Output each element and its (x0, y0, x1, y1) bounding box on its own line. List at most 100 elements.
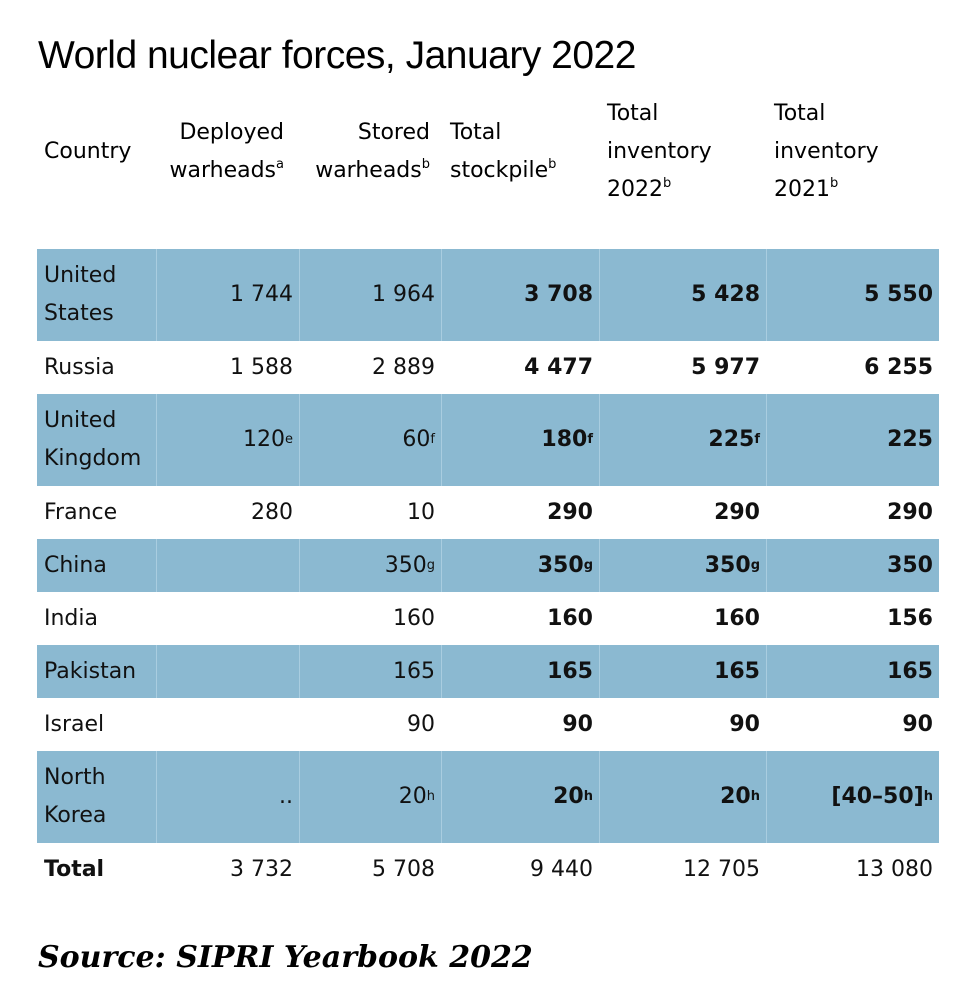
cell-value: 5 977 (691, 354, 760, 380)
value-cell: 90 (599, 698, 766, 751)
cell-value: 180 (541, 427, 588, 452)
cell-value: 90 (729, 711, 760, 737)
cell-value: 290 (887, 499, 933, 525)
cell-value: 160 (547, 605, 593, 631)
value-cell: 5 550 (766, 249, 939, 341)
value-cell: 350 g (299, 539, 441, 592)
value-cell: 165 (299, 645, 441, 698)
total-value: 9 440 (441, 843, 599, 896)
cell-value: 9 440 (530, 856, 593, 882)
cell-value: 5 550 (864, 282, 933, 307)
table-row: China 350 g 350 g 350 g 350 (37, 539, 939, 592)
value-cell: [40–50] h (766, 751, 939, 843)
source-note: Source: SIPRI Yearbook 2022 (38, 940, 533, 975)
cell-value: Pakistan (44, 658, 137, 684)
cell-value: 280 (251, 499, 293, 525)
country-cell: North Korea (37, 751, 156, 843)
value-cell: 20 h (599, 751, 766, 843)
cell-value: 350 (887, 552, 933, 578)
header-stored-warheads: Stored warheadsb (315, 114, 430, 190)
value-cell (156, 592, 299, 645)
footnote-marker: b (421, 157, 430, 172)
cell-value: 10 (407, 499, 435, 525)
table-row: United Kingdom 120 e 60 f 180 f 225 f 225 (37, 394, 939, 486)
value-cell: 5 428 (599, 249, 766, 341)
value-cell: 165 (766, 645, 939, 698)
total-value: 13 080 (766, 843, 939, 896)
source-label: Source (38, 940, 155, 975)
header-deployed-warheads: Deployed warheadsa (170, 114, 285, 190)
cell-value: 160 (714, 605, 760, 631)
value-cell: 350 g (599, 539, 766, 592)
footnote-marker: a (276, 157, 284, 172)
cell-value: North Korea (44, 765, 107, 828)
cell-value: 5 428 (691, 282, 760, 307)
value-cell: 90 (299, 698, 441, 751)
cell-value: 1 588 (230, 354, 293, 380)
country-cell: United Kingdom (37, 394, 156, 486)
value-cell: 350 (766, 539, 939, 592)
header-total-inventory-2022: Total inventory 2022b (607, 95, 712, 209)
table-row: Russia 1 588 2 889 4 477 5 977 6 255 (37, 341, 939, 394)
cell-value: 156 (887, 605, 933, 631)
value-cell: 165 (441, 645, 599, 698)
value-cell: 1 744 (156, 249, 299, 341)
country-cell: Russia (37, 341, 156, 394)
value-cell: 20 h (299, 751, 441, 843)
footnote-marker: b (830, 176, 839, 191)
cell-value: China (44, 552, 107, 578)
cell-value: 350 (537, 552, 584, 578)
total-label: Total (37, 843, 156, 896)
value-cell: 290 (441, 486, 599, 539)
total-value: 12 705 (599, 843, 766, 896)
header-line: Total (450, 120, 502, 145)
table-row: India 160 160 160 156 (37, 592, 939, 645)
value-cell: 5 977 (599, 341, 766, 394)
cell-value: 12 705 (683, 856, 760, 882)
country-cell: Israel (37, 698, 156, 751)
cell-value: 3 732 (230, 856, 293, 882)
value-cell: 165 (599, 645, 766, 698)
header-line: Total (607, 101, 659, 126)
value-cell: 90 (766, 698, 939, 751)
cell-value: 13 080 (856, 856, 933, 882)
cell-value: 165 (887, 658, 933, 684)
country-cell: United States (37, 249, 156, 341)
value-cell: 3 708 (441, 249, 599, 341)
header-line: stockpile (450, 158, 549, 183)
cell-value: 225 (887, 427, 933, 452)
cell-value: United States (44, 263, 117, 326)
cell-value: 3 708 (524, 282, 593, 307)
footnote-marker: b (663, 176, 672, 191)
value-cell: 60 f (299, 394, 441, 486)
cell-value: 20 (720, 784, 751, 809)
value-cell: 1 588 (156, 341, 299, 394)
cell-value: 165 (393, 658, 435, 684)
cell-value: 4 477 (524, 354, 593, 380)
table-row: United States 1 744 1 964 3 708 5 428 5 550 (37, 249, 939, 341)
value-cell: 160 (441, 592, 599, 645)
total-value: 5 708 (299, 843, 441, 896)
cell-value: 6 255 (864, 354, 933, 380)
cell-value: 165 (547, 658, 593, 684)
table-row: North Korea.. 20 h 20 h 20 h [40–50] h (37, 751, 939, 843)
footnote-marker: b (548, 157, 557, 172)
value-cell: 6 255 (766, 341, 939, 394)
header-total-inventory-2021: Total inventory 2021b (774, 95, 879, 209)
country-cell: China (37, 539, 156, 592)
cell-value: 90 (407, 711, 435, 737)
cell-value: [40–50] (831, 784, 924, 809)
value-cell (156, 698, 299, 751)
total-value: 3 732 (156, 843, 299, 896)
value-cell: .. (156, 751, 299, 843)
nuclear-forces-table: United States 1 744 1 964 3 708 5 428 5 550 Ru… (37, 249, 939, 896)
cell-value: 5 708 (372, 856, 435, 882)
table-row: Pakistan 165 165 165 165 (37, 645, 939, 698)
value-cell: 280 (156, 486, 299, 539)
header-line: warheads (315, 158, 422, 183)
cell-value: 160 (393, 605, 435, 631)
cell-value: 60 (402, 427, 431, 452)
header-line: Total (774, 101, 826, 126)
value-cell: 350 g (441, 539, 599, 592)
cell-value: 20 (553, 784, 584, 809)
